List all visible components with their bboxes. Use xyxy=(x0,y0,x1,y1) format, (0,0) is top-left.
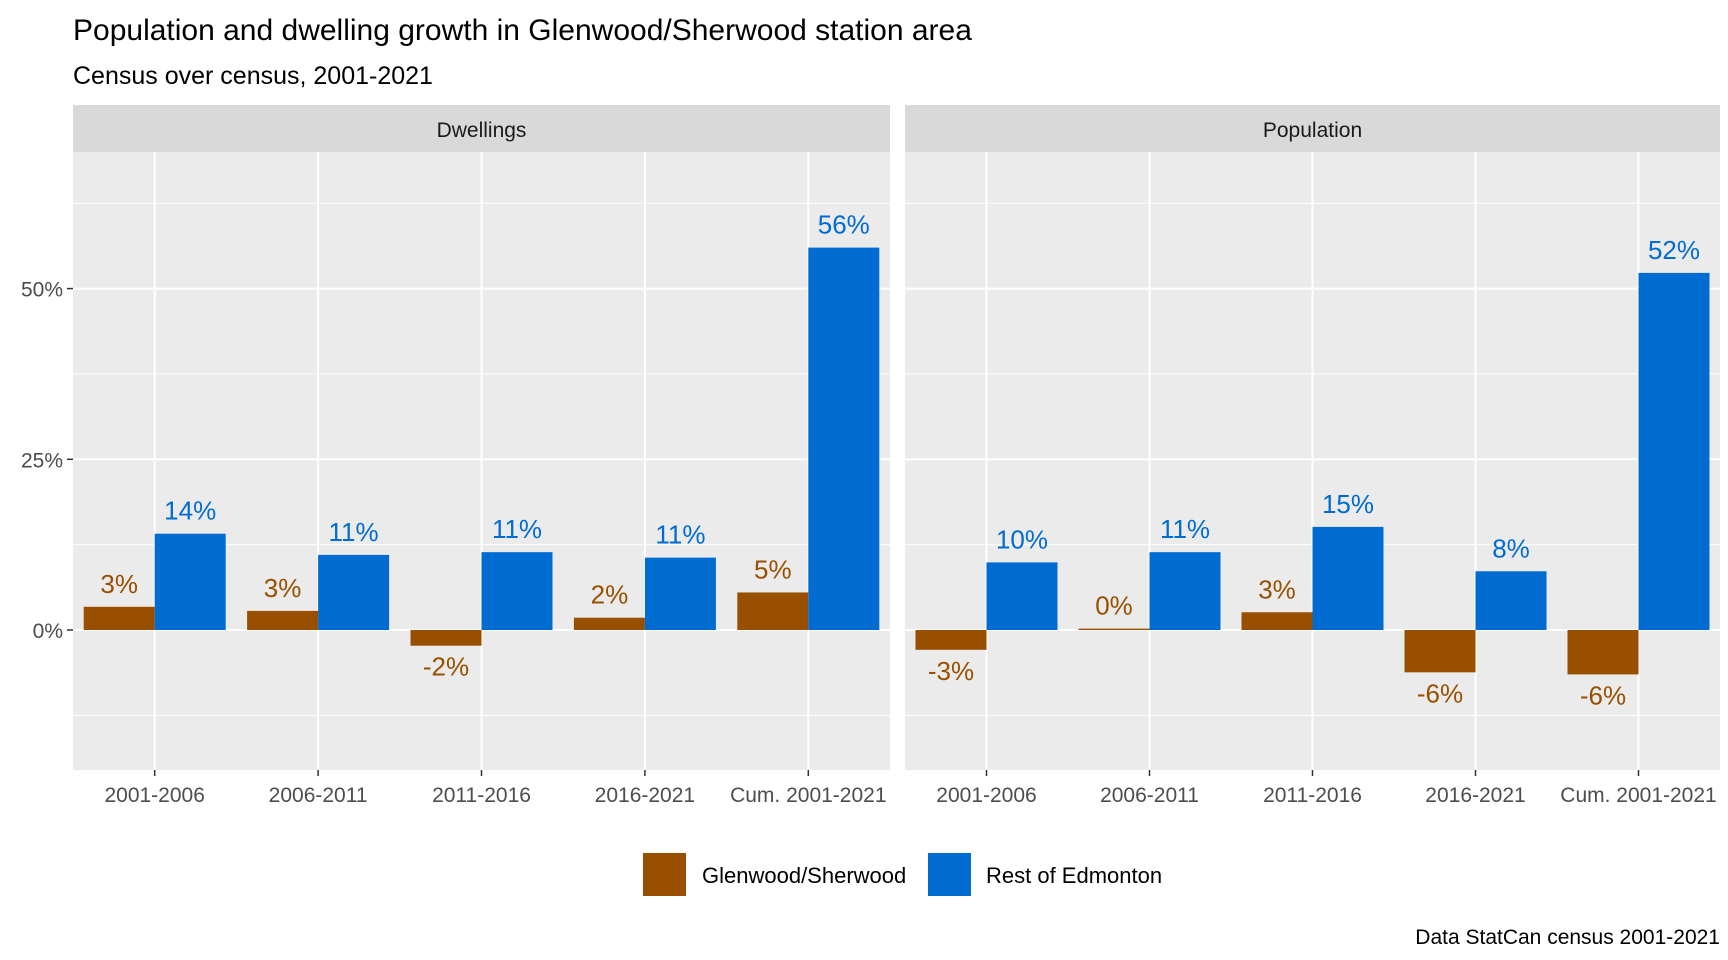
x-tick-label: 2011-2016 xyxy=(432,784,531,807)
chart-subtitle: Census over census, 2001-2021 xyxy=(73,62,433,90)
bar xyxy=(1475,571,1547,631)
bar xyxy=(247,610,319,631)
data-label: 2% xyxy=(591,580,629,610)
data-label: 5% xyxy=(754,554,792,584)
panel-dwellings: Dwellings 0% 25% 50% 2001-2006 2006-2011 2011-… xyxy=(21,105,890,807)
data-label: -6% xyxy=(1580,680,1626,710)
y-tick-label: 25% xyxy=(21,449,63,472)
x-tick-label: 2006-2011 xyxy=(1100,784,1199,807)
bar xyxy=(83,606,155,631)
data-label: 11% xyxy=(1160,514,1210,544)
bar xyxy=(1078,628,1150,631)
bar xyxy=(410,630,482,646)
x-tick-label: Cum. 2001-2021 xyxy=(730,784,886,807)
panel-population: Population 2001-2006 2006-2011 2011-2016 201… xyxy=(905,105,1720,807)
data-label: 10% xyxy=(996,524,1048,554)
bar xyxy=(1312,526,1384,631)
bar xyxy=(808,247,880,631)
bar xyxy=(154,533,226,631)
data-label: 14% xyxy=(164,496,216,526)
chart-caption: Data StatCan census 2001-2021 xyxy=(1415,926,1720,949)
bar xyxy=(737,592,809,631)
data-label: 11% xyxy=(329,517,379,547)
legend-key xyxy=(643,853,686,896)
y-tick-label: 50% xyxy=(21,279,63,302)
y-tick-label: 0% xyxy=(33,620,63,643)
facet-label: Population xyxy=(1263,119,1362,142)
bar xyxy=(915,630,987,650)
data-label: 11% xyxy=(655,520,705,550)
data-label: -6% xyxy=(1417,678,1463,708)
data-label: 52% xyxy=(1648,235,1700,265)
bar xyxy=(986,562,1058,631)
x-tick-label: 2001-2006 xyxy=(936,784,1036,807)
x-tick-label: 2001-2006 xyxy=(104,784,204,807)
facet-strip xyxy=(905,105,1720,152)
x-tick-label: Cum. 2001-2021 xyxy=(1560,784,1716,807)
x-tick-label: 2006-2011 xyxy=(269,784,368,807)
data-label: 0% xyxy=(1095,591,1133,621)
data-label: 3% xyxy=(100,569,138,599)
legend-label: Rest of Edmonton xyxy=(986,863,1162,888)
bar xyxy=(644,557,716,631)
bar xyxy=(481,552,553,631)
bar xyxy=(1241,612,1313,631)
bar xyxy=(1638,272,1710,631)
data-label: 56% xyxy=(818,210,870,240)
x-tick-label: 2011-2016 xyxy=(1263,784,1362,807)
data-label: -2% xyxy=(423,652,469,682)
data-label: -3% xyxy=(928,656,974,686)
bar xyxy=(1149,552,1221,631)
bar xyxy=(1567,630,1639,675)
data-label: 15% xyxy=(1322,489,1374,519)
chart-title: Population and dwelling growth in Glenwo… xyxy=(73,14,972,47)
data-label: 3% xyxy=(1258,574,1296,604)
bar xyxy=(573,617,645,631)
facet-strip xyxy=(73,105,890,152)
data-label: 8% xyxy=(1492,533,1530,563)
facet-label: Dwellings xyxy=(437,119,527,142)
data-label: 3% xyxy=(264,573,302,603)
bar xyxy=(1404,630,1476,673)
legend-label: Glenwood/Sherwood xyxy=(702,863,906,888)
legend: Glenwood/Sherwood Rest of Edmonton xyxy=(643,853,1162,896)
bar xyxy=(318,554,390,631)
x-tick-label: 2016-2021 xyxy=(595,784,695,807)
legend-key xyxy=(928,853,971,896)
x-tick-label: 2016-2021 xyxy=(1425,784,1525,807)
data-label: 11% xyxy=(492,514,542,544)
